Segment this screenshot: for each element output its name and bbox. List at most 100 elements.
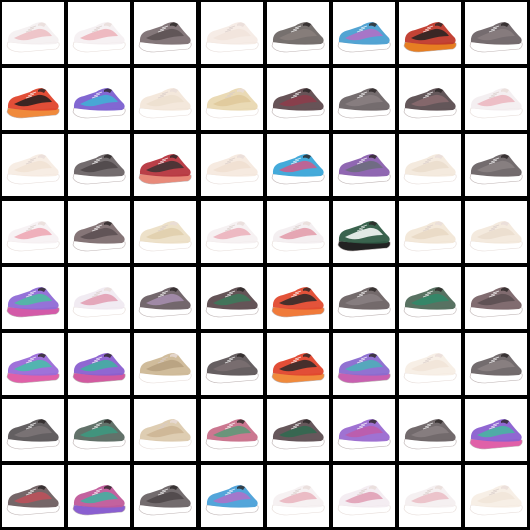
sneaker-image	[138, 353, 192, 384]
sneaker-collar	[369, 221, 377, 226]
sneaker-image	[403, 419, 457, 450]
sneaker-image	[469, 221, 523, 252]
sneaker-image	[403, 485, 457, 516]
sneaker-collar	[104, 154, 112, 159]
sneaker-accent	[345, 293, 383, 306]
sneaker-image	[271, 419, 325, 450]
sneaker-thumbnail	[134, 201, 196, 263]
sneaker-accent	[213, 94, 251, 107]
sneaker-accent	[213, 293, 251, 306]
sneaker-image	[72, 88, 126, 119]
sneaker-accent	[279, 160, 317, 173]
sneaker-collar	[170, 353, 178, 358]
sneaker-laces	[224, 157, 236, 165]
sneaker-collar	[435, 353, 443, 358]
sneaker-thumbnail	[465, 68, 527, 130]
sneaker-collar	[237, 221, 245, 226]
sneaker-image	[337, 287, 391, 318]
sneaker-accent	[146, 293, 184, 306]
sneaker-accent	[80, 425, 118, 438]
sneaker-accent	[411, 491, 449, 504]
sneaker-accent	[80, 491, 118, 504]
sneaker-thumbnail	[399, 134, 461, 196]
sneaker-thumbnail	[201, 134, 263, 196]
sneaker-laces	[224, 488, 236, 496]
sneaker-collar	[104, 221, 112, 226]
sneaker-image	[271, 88, 325, 119]
sneaker-accent	[146, 491, 184, 504]
sneaker-collar	[303, 88, 311, 93]
sneaker-collar	[435, 419, 443, 424]
sneaker-image	[138, 419, 192, 450]
sneaker-image	[138, 22, 192, 53]
sneaker-accent	[14, 293, 52, 306]
sneaker-thumbnail	[2, 201, 64, 263]
sneaker-laces	[91, 356, 103, 364]
sneaker-collar	[237, 353, 245, 358]
sneaker-thumbnail	[399, 333, 461, 395]
sneaker-thumbnail	[333, 134, 395, 196]
sneaker-accent	[14, 491, 52, 504]
sneaker-thumbnail	[465, 333, 527, 395]
sneaker-collar	[369, 154, 377, 159]
sneaker-accent	[80, 94, 118, 107]
sneaker-accent	[411, 425, 449, 438]
sneaker-collar	[170, 88, 178, 93]
sneaker-collar	[104, 485, 112, 490]
sneaker-image	[337, 419, 391, 450]
sneaker-collar	[303, 154, 311, 159]
sneaker-accent	[213, 359, 251, 372]
sneaker-laces	[356, 224, 368, 232]
sneaker-collar	[303, 353, 311, 358]
sneaker-collar	[501, 154, 509, 159]
sneaker-thumbnail	[333, 333, 395, 395]
sneaker-image	[6, 485, 60, 516]
sneaker-collar	[501, 287, 509, 292]
sneaker-laces	[224, 422, 236, 430]
sneaker-accent	[14, 425, 52, 438]
sneaker-image	[403, 221, 457, 252]
sneaker-thumbnail	[399, 201, 461, 263]
sneaker-laces	[422, 422, 434, 430]
sneaker-thumbnail	[68, 2, 130, 64]
sneaker-laces	[422, 157, 434, 165]
sneaker-collar	[38, 287, 46, 292]
sneaker-collar	[38, 221, 46, 226]
sneaker-thumbnail	[465, 134, 527, 196]
sneaker-accent	[146, 227, 184, 240]
sneaker-laces	[290, 422, 302, 430]
sneaker-collar	[104, 287, 112, 292]
sneaker-collar	[237, 419, 245, 424]
sneaker-collar	[38, 353, 46, 358]
sneaker-laces	[25, 356, 37, 364]
sneaker-laces	[91, 157, 103, 165]
sneaker-thumbnail	[333, 465, 395, 527]
sneaker-image	[403, 287, 457, 318]
sneaker-accent	[345, 359, 383, 372]
sneaker-thumbnail	[201, 333, 263, 395]
sneaker-accent	[279, 425, 317, 438]
sneaker-thumbnail	[201, 201, 263, 263]
sneaker-collar	[38, 485, 46, 490]
sneaker-accent	[80, 359, 118, 372]
sneaker-collar	[104, 88, 112, 93]
sneaker-thumbnail	[333, 2, 395, 64]
sneaker-image	[205, 154, 259, 185]
sneaker-thumbnail	[465, 267, 527, 329]
sneaker-image	[138, 287, 192, 318]
sneaker-accent	[213, 160, 251, 173]
sneaker-accent	[411, 227, 449, 240]
sneaker-collar	[369, 287, 377, 292]
sneaker-laces	[422, 25, 434, 33]
sneaker-laces	[91, 224, 103, 232]
sneaker-thumbnail	[134, 465, 196, 527]
sneaker-laces	[488, 91, 500, 99]
sneaker-accent	[80, 28, 118, 41]
sneaker-laces	[157, 91, 169, 99]
sneaker-accent	[14, 28, 52, 41]
sneaker-image	[72, 221, 126, 252]
sneaker-accent	[477, 293, 515, 306]
sneaker-image	[403, 22, 457, 53]
sneaker-laces	[224, 224, 236, 232]
sneaker-thumbnail	[399, 465, 461, 527]
